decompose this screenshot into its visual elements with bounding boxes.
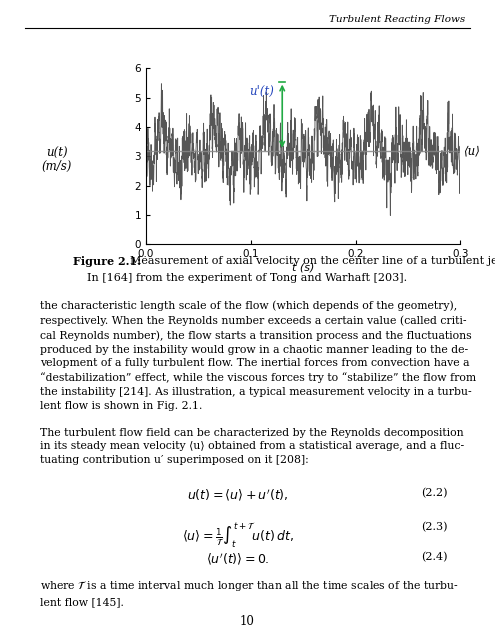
Text: Measurement of axial velocity on the center line of a turbulent jet.: Measurement of axial velocity on the cen… bbox=[130, 256, 495, 266]
Text: the characteristic length scale of the flow (which depends of the geometry),
res: the characteristic length scale of the f… bbox=[40, 301, 476, 411]
Text: In [164] from the experiment of Tong and Warhaft [203].: In [164] from the experiment of Tong and… bbox=[88, 273, 407, 284]
Text: (2.3): (2.3) bbox=[421, 522, 448, 532]
X-axis label: t (s): t (s) bbox=[292, 262, 314, 272]
Text: (m/s): (m/s) bbox=[42, 160, 72, 173]
Text: (2.4): (2.4) bbox=[421, 552, 448, 562]
Text: $\langle u \rangle = \frac{1}{\mathcal{T}} \int_{t}^{t+\mathcal{T}} u(t)\,dt,$: $\langle u \rangle = \frac{1}{\mathcal{T… bbox=[182, 522, 294, 550]
Text: Figure 2.1:: Figure 2.1: bbox=[73, 256, 142, 267]
Text: where $\mathcal{T}$ is a time interval much longer than all the time scales of t: where $\mathcal{T}$ is a time interval m… bbox=[40, 579, 459, 607]
Text: $\langle u'(t) \rangle = 0.$: $\langle u'(t) \rangle = 0.$ bbox=[206, 552, 269, 567]
Text: Turbulent Reacting Flows: Turbulent Reacting Flows bbox=[329, 15, 465, 24]
Text: (2.2): (2.2) bbox=[421, 488, 448, 498]
Text: $u(t) = \langle u \rangle + u'(t),$: $u(t) = \langle u \rangle + u'(t),$ bbox=[187, 488, 289, 503]
Text: 10: 10 bbox=[240, 616, 255, 628]
Text: The turbulent flow field can be characterized by the Reynolds decomposition
in i: The turbulent flow field can be characte… bbox=[40, 428, 464, 465]
Text: u'(t): u'(t) bbox=[249, 84, 274, 98]
Text: u(t): u(t) bbox=[46, 147, 68, 160]
Text: ⟨u⟩: ⟨u⟩ bbox=[463, 144, 480, 157]
